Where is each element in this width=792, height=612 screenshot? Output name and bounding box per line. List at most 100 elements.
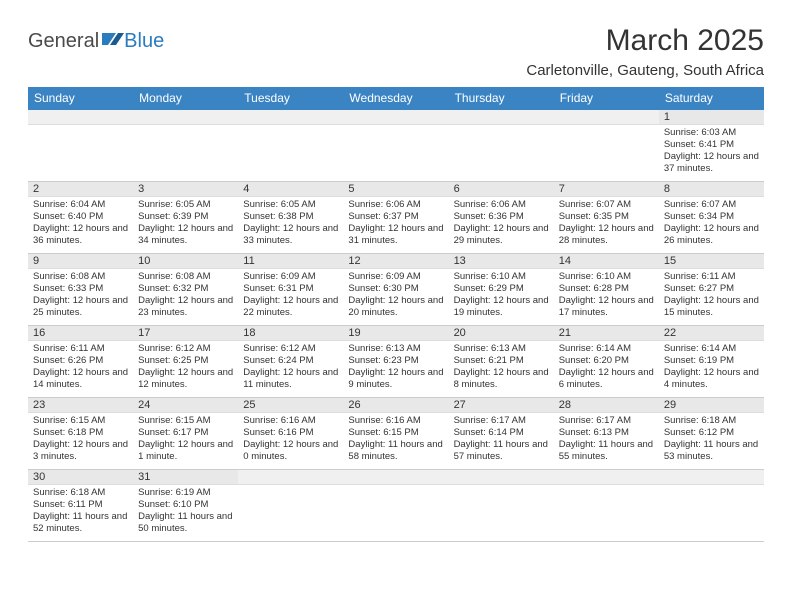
sunset-line: Sunset: 6:33 PM [33, 283, 128, 295]
calendar-cell: 19Sunrise: 6:13 AMSunset: 6:23 PMDayligh… [343, 326, 448, 398]
daylight-line: Daylight: 12 hours and 31 minutes. [348, 223, 443, 247]
calendar-cell: 22Sunrise: 6:14 AMSunset: 6:19 PMDayligh… [659, 326, 764, 398]
col-friday: Friday [554, 87, 659, 110]
sunrise-line: Sunrise: 6:15 AM [33, 415, 128, 427]
sunset-line: Sunset: 6:38 PM [243, 211, 338, 223]
day-number: 3 [133, 182, 238, 197]
sunrise-line: Sunrise: 6:17 AM [559, 415, 654, 427]
sunrise-line: Sunrise: 6:19 AM [138, 487, 233, 499]
day-number: 11 [238, 254, 343, 269]
page-subtitle: Carletonville, Gauteng, South Africa [526, 62, 764, 79]
cell-body: Sunrise: 6:05 AMSunset: 6:38 PMDaylight:… [238, 197, 343, 250]
calendar-week-row: 30Sunrise: 6:18 AMSunset: 6:11 PMDayligh… [28, 470, 764, 542]
sunrise-line: Sunrise: 6:12 AM [138, 343, 233, 355]
day-number-bar [449, 470, 554, 485]
calendar-cell: 21Sunrise: 6:14 AMSunset: 6:20 PMDayligh… [554, 326, 659, 398]
cell-body: Sunrise: 6:15 AMSunset: 6:17 PMDaylight:… [133, 413, 238, 466]
calendar-cell [449, 470, 554, 542]
calendar-cell: 6Sunrise: 6:06 AMSunset: 6:36 PMDaylight… [449, 182, 554, 254]
day-number: 13 [449, 254, 554, 269]
cell-body: Sunrise: 6:03 AMSunset: 6:41 PMDaylight:… [659, 125, 764, 178]
sunset-line: Sunset: 6:12 PM [664, 427, 759, 439]
sunrise-line: Sunrise: 6:16 AM [348, 415, 443, 427]
day-number: 14 [554, 254, 659, 269]
daylight-line: Daylight: 12 hours and 37 minutes. [664, 151, 759, 175]
cell-body: Sunrise: 6:11 AMSunset: 6:27 PMDaylight:… [659, 269, 764, 322]
sunrise-line: Sunrise: 6:07 AM [664, 199, 759, 211]
sunset-line: Sunset: 6:16 PM [243, 427, 338, 439]
calendar-cell [343, 110, 448, 182]
sunset-line: Sunset: 6:18 PM [33, 427, 128, 439]
calendar-week-row: 16Sunrise: 6:11 AMSunset: 6:26 PMDayligh… [28, 326, 764, 398]
cell-body: Sunrise: 6:09 AMSunset: 6:31 PMDaylight:… [238, 269, 343, 322]
page-title: March 2025 [526, 24, 764, 58]
cell-body: Sunrise: 6:13 AMSunset: 6:21 PMDaylight:… [449, 341, 554, 394]
cell-body: Sunrise: 6:07 AMSunset: 6:35 PMDaylight:… [554, 197, 659, 250]
calendar-cell: 31Sunrise: 6:19 AMSunset: 6:10 PMDayligh… [133, 470, 238, 542]
sunset-line: Sunset: 6:13 PM [559, 427, 654, 439]
day-number: 27 [449, 398, 554, 413]
sunset-line: Sunset: 6:41 PM [664, 139, 759, 151]
calendar-cell: 7Sunrise: 6:07 AMSunset: 6:35 PMDaylight… [554, 182, 659, 254]
sunset-line: Sunset: 6:26 PM [33, 355, 128, 367]
day-number: 28 [554, 398, 659, 413]
daylight-line: Daylight: 12 hours and 20 minutes. [348, 295, 443, 319]
daylight-line: Daylight: 12 hours and 4 minutes. [664, 367, 759, 391]
day-number: 4 [238, 182, 343, 197]
calendar-cell [449, 110, 554, 182]
sunrise-line: Sunrise: 6:17 AM [454, 415, 549, 427]
day-number: 18 [238, 326, 343, 341]
calendar-cell: 10Sunrise: 6:08 AMSunset: 6:32 PMDayligh… [133, 254, 238, 326]
calendar-cell: 25Sunrise: 6:16 AMSunset: 6:16 PMDayligh… [238, 398, 343, 470]
daylight-line: Daylight: 12 hours and 11 minutes. [243, 367, 338, 391]
calendar-cell [343, 470, 448, 542]
daylight-line: Daylight: 11 hours and 57 minutes. [454, 439, 549, 463]
sunrise-line: Sunrise: 6:13 AM [348, 343, 443, 355]
day-number: 22 [659, 326, 764, 341]
calendar-cell: 5Sunrise: 6:06 AMSunset: 6:37 PMDaylight… [343, 182, 448, 254]
sunset-line: Sunset: 6:36 PM [454, 211, 549, 223]
daylight-line: Daylight: 12 hours and 34 minutes. [138, 223, 233, 247]
day-number: 30 [28, 470, 133, 485]
calendar-cell: 20Sunrise: 6:13 AMSunset: 6:21 PMDayligh… [449, 326, 554, 398]
day-number: 15 [659, 254, 764, 269]
logo-text-2: Blue [124, 30, 164, 53]
day-number: 24 [133, 398, 238, 413]
sunset-line: Sunset: 6:39 PM [138, 211, 233, 223]
sunrise-line: Sunrise: 6:18 AM [664, 415, 759, 427]
calendar-cell: 26Sunrise: 6:16 AMSunset: 6:15 PMDayligh… [343, 398, 448, 470]
daylight-line: Daylight: 12 hours and 28 minutes. [559, 223, 654, 247]
sunset-line: Sunset: 6:35 PM [559, 211, 654, 223]
calendar-cell [28, 110, 133, 182]
header: General Blue March 2025 Carletonville, G… [28, 24, 764, 79]
col-tuesday: Tuesday [238, 87, 343, 110]
sunset-line: Sunset: 6:21 PM [454, 355, 549, 367]
day-number-bar [449, 110, 554, 125]
daylight-line: Daylight: 12 hours and 36 minutes. [33, 223, 128, 247]
daylight-line: Daylight: 11 hours and 58 minutes. [348, 439, 443, 463]
col-monday: Monday [133, 87, 238, 110]
day-number: 20 [449, 326, 554, 341]
day-number-bar [343, 110, 448, 125]
sunrise-line: Sunrise: 6:03 AM [664, 127, 759, 139]
day-number-bar [554, 470, 659, 485]
cell-body: Sunrise: 6:12 AMSunset: 6:25 PMDaylight:… [133, 341, 238, 394]
sunset-line: Sunset: 6:32 PM [138, 283, 233, 295]
daylight-line: Daylight: 12 hours and 19 minutes. [454, 295, 549, 319]
cell-body: Sunrise: 6:10 AMSunset: 6:29 PMDaylight:… [449, 269, 554, 322]
calendar-cell: 30Sunrise: 6:18 AMSunset: 6:11 PMDayligh… [28, 470, 133, 542]
day-number: 23 [28, 398, 133, 413]
day-number-bar [133, 110, 238, 125]
sunset-line: Sunset: 6:15 PM [348, 427, 443, 439]
daylight-line: Daylight: 12 hours and 6 minutes. [559, 367, 654, 391]
daylight-line: Daylight: 11 hours and 55 minutes. [559, 439, 654, 463]
day-number: 2 [28, 182, 133, 197]
calendar-cell: 1Sunrise: 6:03 AMSunset: 6:41 PMDaylight… [659, 110, 764, 182]
calendar-cell: 17Sunrise: 6:12 AMSunset: 6:25 PMDayligh… [133, 326, 238, 398]
daylight-line: Daylight: 12 hours and 15 minutes. [664, 295, 759, 319]
calendar-cell: 11Sunrise: 6:09 AMSunset: 6:31 PMDayligh… [238, 254, 343, 326]
sunrise-line: Sunrise: 6:10 AM [559, 271, 654, 283]
daylight-line: Daylight: 12 hours and 8 minutes. [454, 367, 549, 391]
day-number-bar [28, 110, 133, 125]
calendar-cell: 15Sunrise: 6:11 AMSunset: 6:27 PMDayligh… [659, 254, 764, 326]
